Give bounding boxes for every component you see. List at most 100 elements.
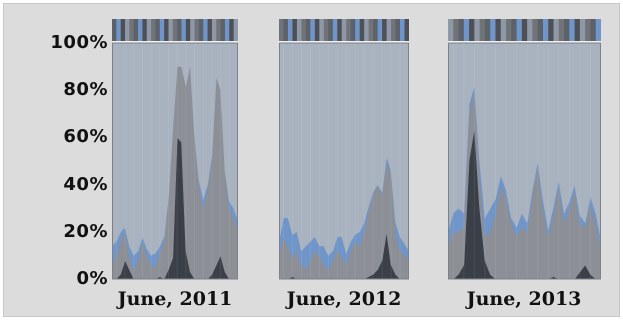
header-segment xyxy=(155,19,161,41)
x-axis-label: June, 2012 xyxy=(286,288,402,310)
header-segment xyxy=(142,19,148,41)
plot-border xyxy=(448,42,601,280)
header-segment xyxy=(323,19,329,41)
header-segment xyxy=(177,19,183,41)
header-segment xyxy=(537,19,544,41)
header-segment xyxy=(458,19,465,41)
area-chart xyxy=(279,19,409,280)
y-tick-label: 0% xyxy=(76,268,108,289)
area-panel-2013 xyxy=(448,19,601,281)
header-segment xyxy=(305,19,311,41)
header-segment xyxy=(129,19,135,41)
header-segment xyxy=(495,19,502,41)
header-segment xyxy=(463,19,470,41)
header-segment xyxy=(574,19,581,41)
header-segment xyxy=(474,19,481,41)
header-segment xyxy=(112,19,117,41)
header-segment xyxy=(532,19,539,41)
header-segment xyxy=(527,19,533,41)
header-segment xyxy=(400,19,406,41)
header-segment xyxy=(359,19,365,41)
y-tick-label: 40% xyxy=(63,174,108,195)
header-segment xyxy=(404,19,409,41)
plot-border xyxy=(112,42,238,280)
header-segment xyxy=(391,19,397,41)
header-segment xyxy=(146,19,152,41)
header-segment xyxy=(500,19,507,41)
header-segment xyxy=(164,19,169,41)
header-segment xyxy=(511,19,518,41)
header-segment xyxy=(229,19,235,41)
header-segment xyxy=(564,19,570,41)
header-segment xyxy=(203,19,209,41)
header-segment xyxy=(364,19,370,41)
header-segment xyxy=(506,19,512,41)
header-segment xyxy=(479,19,486,41)
header-segment xyxy=(585,19,591,41)
header-segment xyxy=(207,19,213,41)
header-segment xyxy=(346,19,352,41)
chart-frame: 100% 80% 60% 40% 20% 0% June, 2011 June,… xyxy=(3,3,620,317)
header-segment xyxy=(386,19,392,41)
header-segment xyxy=(133,19,139,41)
header-segment xyxy=(310,19,316,41)
header-segment xyxy=(159,19,165,41)
header-segment xyxy=(168,19,174,41)
header-segment xyxy=(484,19,491,41)
header-segment xyxy=(553,19,560,41)
header-segment xyxy=(172,19,178,41)
header-segment xyxy=(120,19,126,41)
header-segment xyxy=(377,19,383,41)
header-segment xyxy=(516,19,523,41)
header-segment xyxy=(216,19,222,41)
header-segment xyxy=(337,19,343,41)
header-segment xyxy=(296,19,302,41)
y-tick-label: 20% xyxy=(63,221,108,242)
header-segment xyxy=(220,19,226,41)
header-segment xyxy=(181,19,187,41)
header-segment xyxy=(453,19,460,41)
y-tick-label: 100% xyxy=(50,32,108,53)
header-segment xyxy=(590,19,597,41)
header-segment xyxy=(490,19,496,41)
x-axis-label: June, 2013 xyxy=(466,288,582,310)
header-segment xyxy=(382,19,388,41)
header-segment xyxy=(198,19,204,41)
header-segment xyxy=(542,19,549,41)
header-segment xyxy=(279,19,284,41)
header-segment xyxy=(138,19,143,41)
header-segment xyxy=(595,19,601,41)
header-segment xyxy=(233,19,238,41)
header-segment xyxy=(373,19,379,41)
header-segment xyxy=(350,19,356,41)
plot-border xyxy=(279,42,409,280)
header-segment xyxy=(116,19,122,41)
header-segment xyxy=(292,19,298,41)
header-segment xyxy=(341,19,347,41)
header-segment xyxy=(190,19,196,41)
header-segment xyxy=(301,19,307,41)
header-segment xyxy=(314,19,320,41)
y-tick-label: 60% xyxy=(63,126,108,147)
header-segment xyxy=(319,19,325,41)
header-segment xyxy=(355,19,361,41)
x-axis-label: June, 2011 xyxy=(117,288,233,310)
header-segment xyxy=(579,19,586,41)
header-segment xyxy=(283,19,289,41)
header-segment xyxy=(287,19,293,41)
header-segment xyxy=(328,19,334,41)
header-segment xyxy=(569,19,576,41)
area-chart xyxy=(112,19,238,280)
header-segment xyxy=(224,19,230,41)
header-segment xyxy=(125,19,130,41)
header-segment xyxy=(469,19,475,41)
area-chart xyxy=(448,19,601,280)
y-tick-label: 80% xyxy=(63,79,108,100)
header-segment xyxy=(448,19,454,41)
header-segment xyxy=(332,19,338,41)
header-segment xyxy=(185,19,191,41)
area-panel-2012 xyxy=(279,19,409,281)
header-segment xyxy=(395,19,401,41)
header-segment xyxy=(368,19,374,41)
header-segment xyxy=(548,19,555,41)
